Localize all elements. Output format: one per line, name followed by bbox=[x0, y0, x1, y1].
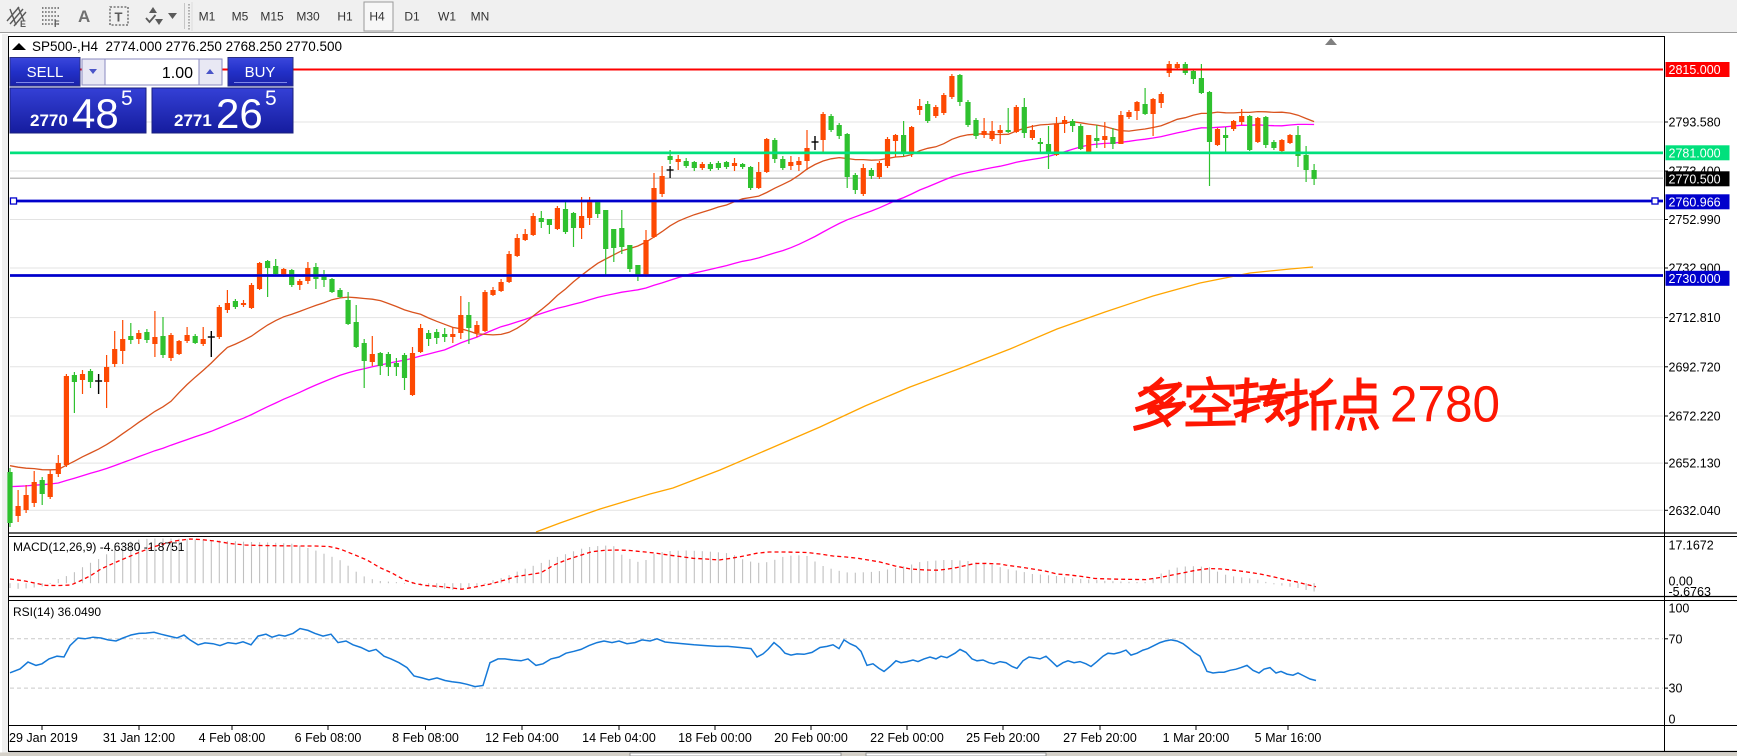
svg-text:F: F bbox=[54, 19, 60, 29]
svg-text:RSI(14) 36.0490: RSI(14) 36.0490 bbox=[13, 605, 101, 619]
svg-text:MN: MN bbox=[471, 10, 490, 24]
svg-text:2781.000: 2781.000 bbox=[1669, 146, 1721, 160]
svg-text:-5.6763: -5.6763 bbox=[1669, 585, 1711, 599]
svg-text:2771: 2771 bbox=[174, 111, 212, 130]
svg-text:H4: H4 bbox=[369, 10, 385, 24]
svg-text:4 Feb 08:00: 4 Feb 08:00 bbox=[199, 731, 266, 745]
svg-text:18 Feb 00:00: 18 Feb 00:00 bbox=[678, 731, 752, 745]
svg-text:BUY: BUY bbox=[245, 64, 276, 81]
svg-text:8 Feb 08:00: 8 Feb 08:00 bbox=[392, 731, 459, 745]
svg-text:27 Feb 20:00: 27 Feb 20:00 bbox=[1063, 731, 1137, 745]
svg-text:2760.966: 2760.966 bbox=[1669, 195, 1721, 209]
svg-text:6 Feb 08:00: 6 Feb 08:00 bbox=[295, 731, 362, 745]
svg-text:1 Mar 20:00: 1 Mar 20:00 bbox=[1163, 731, 1230, 745]
svg-text:2632.040: 2632.040 bbox=[1669, 504, 1721, 518]
svg-text:E: E bbox=[20, 19, 26, 29]
svg-text:T: T bbox=[115, 10, 123, 25]
svg-text:2815.000: 2815.000 bbox=[1669, 63, 1721, 77]
svg-text:0.00: 0.00 bbox=[1669, 575, 1693, 589]
svg-text:SP500-,H4 2774.000 2776.250 2: SP500-,H4 2774.000 2776.250 2768.250 277… bbox=[32, 39, 342, 54]
svg-text:2770.500: 2770.500 bbox=[1669, 172, 1721, 186]
svg-text:5: 5 bbox=[121, 87, 133, 110]
svg-text:17.1672: 17.1672 bbox=[1669, 539, 1714, 553]
svg-text:2793.580: 2793.580 bbox=[1669, 116, 1721, 130]
svg-text:12 Feb 04:00: 12 Feb 04:00 bbox=[485, 731, 559, 745]
svg-text:W1: W1 bbox=[438, 10, 456, 24]
svg-text:70: 70 bbox=[1669, 632, 1683, 646]
svg-text:14 Feb 04:00: 14 Feb 04:00 bbox=[582, 731, 656, 745]
svg-text:2672.220: 2672.220 bbox=[1669, 410, 1721, 424]
svg-text:2712.810: 2712.810 bbox=[1669, 311, 1721, 325]
svg-text:0: 0 bbox=[1669, 713, 1676, 727]
svg-text:M5: M5 bbox=[232, 10, 249, 24]
svg-text:2770: 2770 bbox=[30, 111, 68, 130]
svg-text:2752.990: 2752.990 bbox=[1669, 213, 1721, 227]
svg-text:M30: M30 bbox=[296, 10, 320, 24]
svg-text:SELL: SELL bbox=[27, 64, 64, 81]
svg-text:48: 48 bbox=[72, 90, 119, 137]
svg-text:2652.130: 2652.130 bbox=[1669, 457, 1721, 471]
svg-text:D1: D1 bbox=[404, 10, 420, 24]
svg-text:2780: 2780 bbox=[1390, 376, 1500, 433]
svg-text:20 Feb 00:00: 20 Feb 00:00 bbox=[774, 731, 848, 745]
svg-text:100: 100 bbox=[1669, 602, 1690, 616]
svg-text:A: A bbox=[78, 7, 90, 26]
svg-text:MACD(12,26,9) -4.6380 -1.8751: MACD(12,26,9) -4.6380 -1.8751 bbox=[13, 540, 185, 554]
svg-text:M1: M1 bbox=[199, 10, 216, 24]
svg-text:26: 26 bbox=[216, 90, 263, 137]
svg-text:2692.720: 2692.720 bbox=[1669, 360, 1721, 374]
svg-text:H1: H1 bbox=[337, 10, 353, 24]
svg-text:2730.000: 2730.000 bbox=[1669, 272, 1721, 286]
svg-text:M15: M15 bbox=[260, 10, 284, 24]
svg-text:1.00: 1.00 bbox=[162, 65, 193, 82]
svg-text:22 Feb 00:00: 22 Feb 00:00 bbox=[870, 731, 944, 745]
svg-text:5: 5 bbox=[265, 87, 277, 110]
svg-text:30: 30 bbox=[1669, 682, 1683, 696]
svg-text:25 Feb 20:00: 25 Feb 20:00 bbox=[966, 731, 1040, 745]
svg-text:31 Jan 12:00: 31 Jan 12:00 bbox=[103, 731, 175, 745]
svg-text:29 Jan 2019: 29 Jan 2019 bbox=[9, 731, 78, 745]
svg-text:5 Mar 16:00: 5 Mar 16:00 bbox=[1255, 731, 1322, 745]
